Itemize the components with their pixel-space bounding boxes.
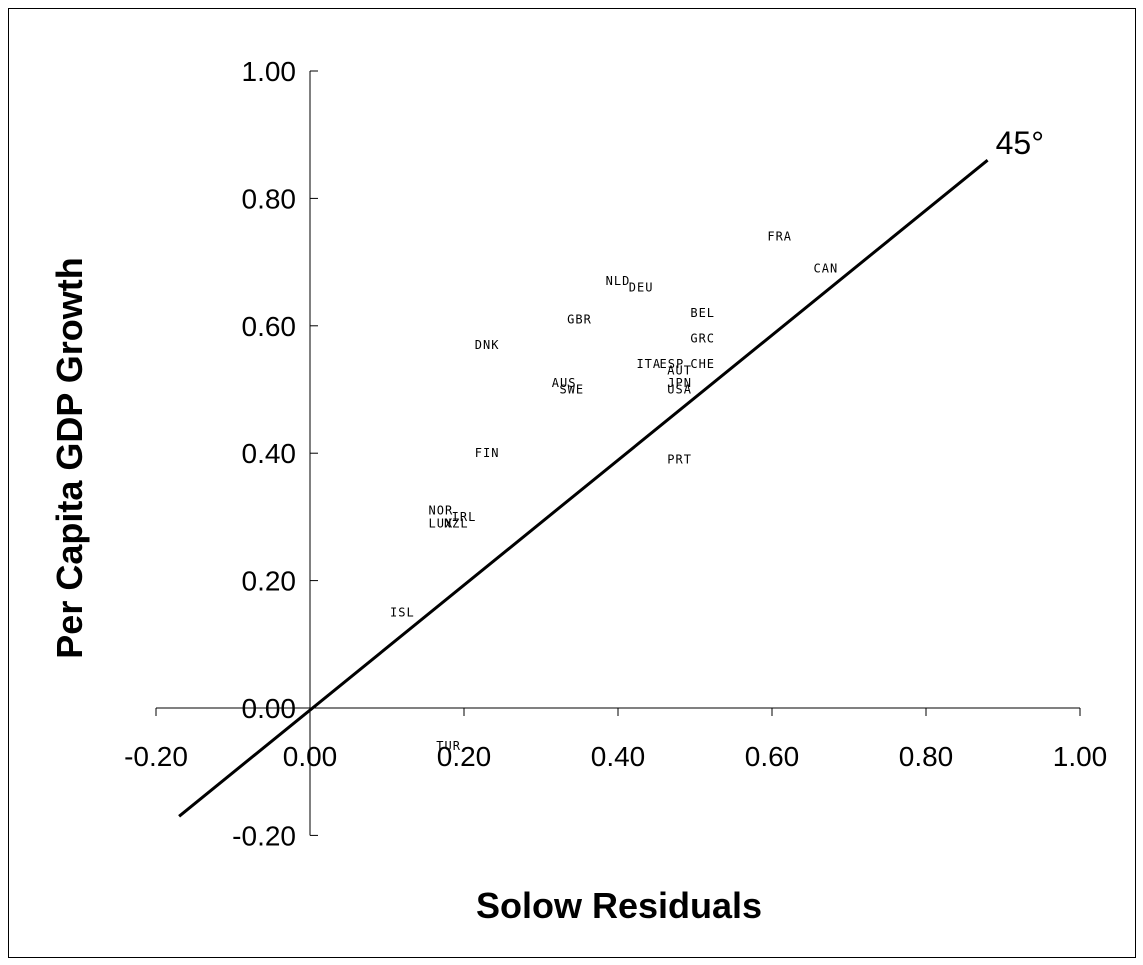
point-label-usa: USA <box>667 383 692 397</box>
point-label-aut: AUT <box>667 363 692 377</box>
point-label-esp: ESP <box>660 357 685 371</box>
point-label-aus: AUS <box>552 376 577 390</box>
point-label-can: CAN <box>814 261 839 275</box>
y-tick-label: 0.20 <box>242 566 297 597</box>
point-label-fra: FRA <box>767 230 792 244</box>
x-tick-label: 0.40 <box>591 741 646 772</box>
y-axis-title: Per Capita GDP Growth <box>49 257 90 658</box>
x-tick-label: -0.20 <box>124 741 188 772</box>
point-label-fin: FIN <box>475 446 500 460</box>
y-tick-label: 0.00 <box>242 693 297 724</box>
x-tick-label: 0.60 <box>745 741 800 772</box>
reference-line-45 <box>178 159 989 818</box>
point-label-gbr: GBR <box>567 312 592 326</box>
point-label-irl: IRL <box>452 510 477 524</box>
y-tick-label: 1.00 <box>242 56 297 87</box>
axes: -0.20 0.00 0.20 0.40 0.60 0.80 1.00 -0.20 0.00 0.… <box>124 56 1107 851</box>
point-label-bel: BEL <box>690 306 715 320</box>
point-label-nzl: NZL <box>444 516 469 530</box>
x-tick-label: 0.80 <box>899 741 954 772</box>
x-axis-title: Solow Residuals <box>476 885 762 926</box>
y-tick-label: 0.40 <box>242 438 297 469</box>
point-label-tur: TUR <box>436 739 461 753</box>
x-tick-label: 0.00 <box>283 741 338 772</box>
point-label-nld: NLD <box>606 274 631 288</box>
point-label-isl: ISL <box>390 605 415 619</box>
reference-line-group: 45° <box>178 125 1044 818</box>
point-label-swe: SWE <box>559 383 584 397</box>
y-tick-label: 0.80 <box>242 183 297 214</box>
y-tick-label: -0.20 <box>232 820 296 851</box>
point-label-nor: NOR <box>429 504 454 518</box>
point-label-deu: DEU <box>629 281 654 295</box>
point-label-che: CHE <box>690 357 715 371</box>
chart-frame <box>8 8 1136 958</box>
point-label-lux: LUX <box>429 516 454 530</box>
reference-line-label: 45° <box>996 125 1044 161</box>
x-tick-label: 1.00 <box>1053 741 1108 772</box>
point-label-ita: ITA <box>636 357 661 371</box>
point-label-jpn: JPN <box>667 376 692 390</box>
y-tick-label: 0.60 <box>242 311 297 342</box>
point-label-dnk: DNK <box>475 338 500 352</box>
x-tick-label: 0.20 <box>437 741 492 772</box>
point-label-grc: GRC <box>690 332 715 346</box>
point-label-prt: PRT <box>667 453 692 467</box>
